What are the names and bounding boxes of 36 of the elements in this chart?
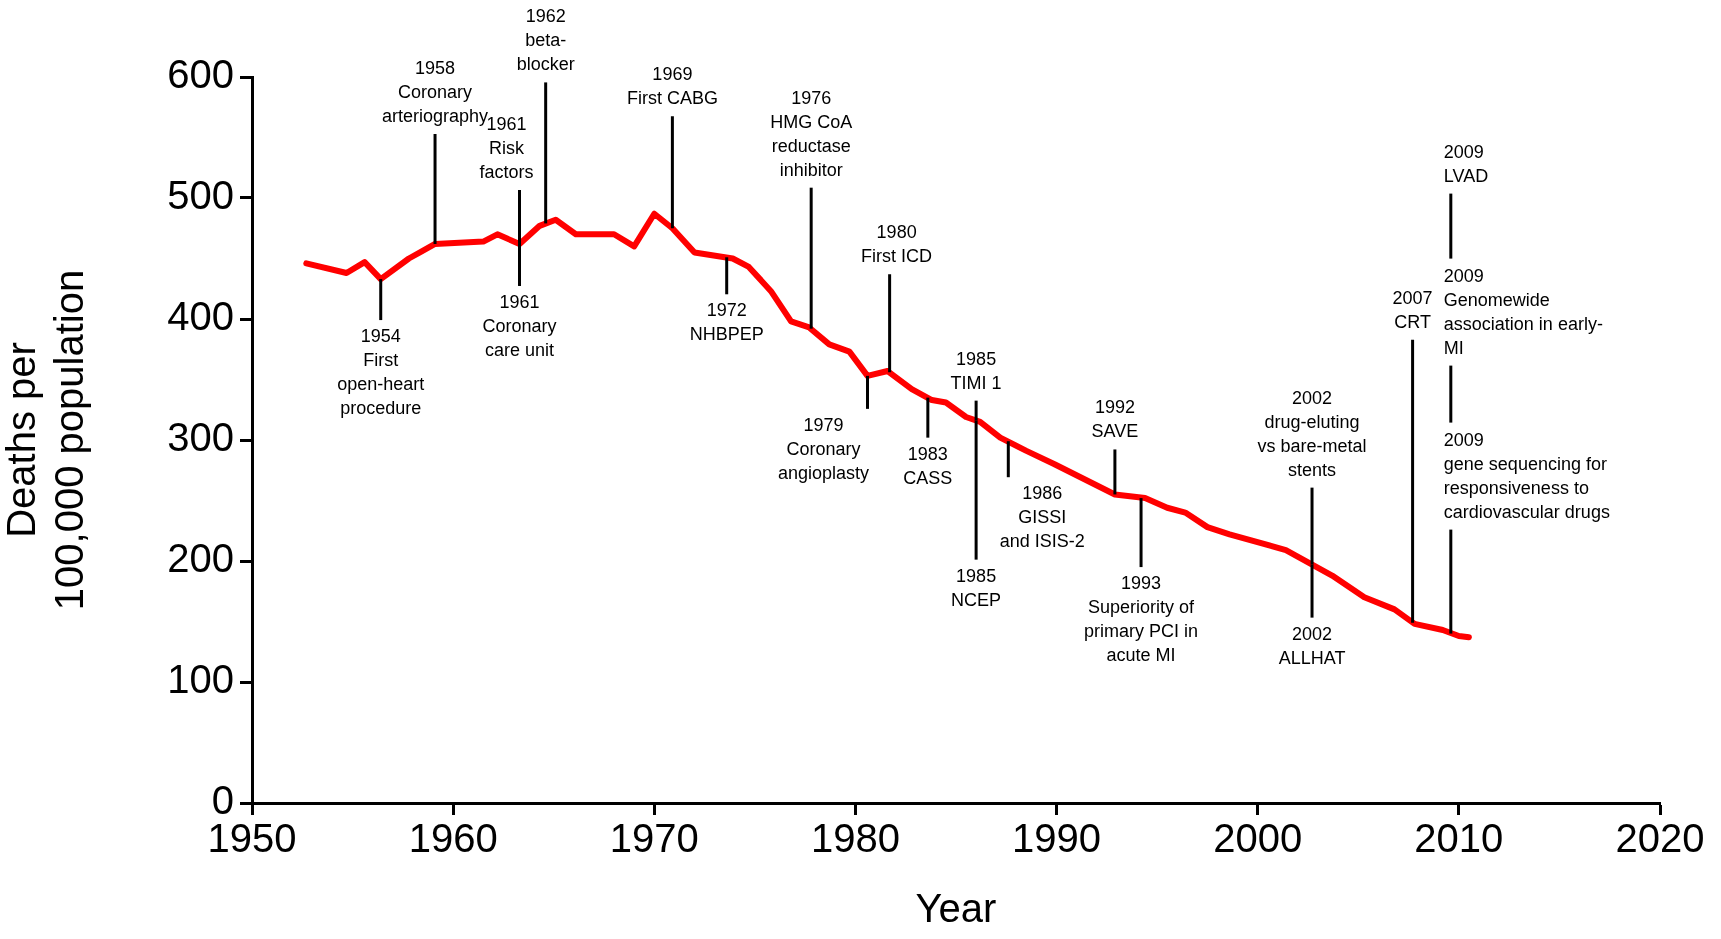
annotation: 1992 SAVE [1091,397,1139,442]
annotation: 1993 Superiority of primary PCI in acute MI [1084,573,1199,666]
annotation: 1969 First CABG [626,64,718,109]
annotation: 1986 GISSI and ISIS-2 [999,483,1085,552]
annotation: 1962 beta- blocker [516,6,575,75]
annotation: 1980 First ICD [861,222,933,267]
x-tick-label: 1980 [810,816,900,861]
annotation: 2002 drug-eluting vs bare-metal stents [1257,387,1367,480]
annotation: 2007 CRT [1392,287,1433,332]
y-axis-title: Deaths per 100,000 population [0,269,92,611]
y-tick-label: 600 [167,52,234,97]
x-tick-label: 1990 [1012,816,1102,861]
annotation: 2009 LVAD [1443,141,1489,186]
x-tick-label: 2000 [1213,816,1303,861]
x-axis-title: Year [915,886,997,931]
y-tick-label: 400 [167,294,234,339]
y-tick-label: 500 [167,173,234,218]
x-tick-label: 2010 [1414,816,1504,861]
annotation: 2009 Genomewide association in early- MI [1443,265,1603,358]
annotation: 1985 NCEP [951,565,1002,610]
annotation: 1954 First open-heart procedure [337,326,425,419]
annotation: 1972 NHBPEP [689,300,764,345]
y-tick-label: 300 [167,415,234,460]
annotation: 2002 ALLHAT [1278,623,1346,668]
x-tick-label: 1970 [609,816,699,861]
annotation: 1983 CASS [903,443,953,488]
y-tick-label: 100 [167,657,234,702]
annotation: 1958 Coronary arteriography [382,57,489,126]
annotation: 2009 gene sequencing for responsiveness to cardiovascular drugs [1443,429,1610,522]
annotation: 1976 HMG CoA reductase inhibitor [770,87,853,180]
annotation: 1979 Coronary angioplasty [777,414,870,483]
x-tick-label: 1960 [408,816,498,861]
x-tick-label: 2020 [1615,816,1705,861]
annotation: 1961 Coronary care unit [482,291,557,360]
y-tick-label: 200 [167,536,234,581]
annotation: 1985 TIMI 1 [950,348,1002,393]
